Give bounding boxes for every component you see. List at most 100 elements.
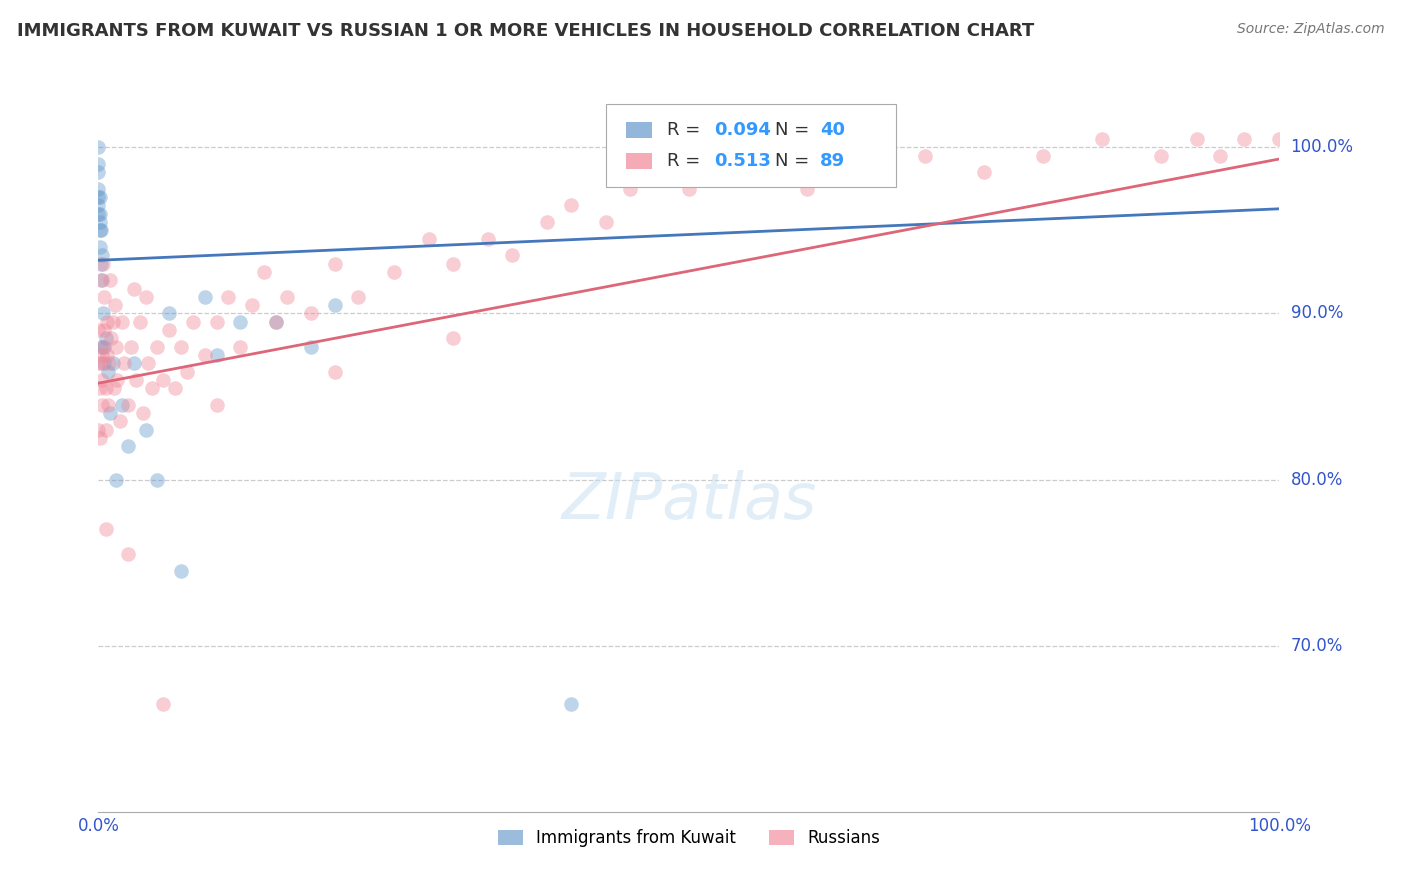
Point <box>276 290 298 304</box>
Point <box>87 198 110 212</box>
Point <box>117 439 139 453</box>
Point <box>146 473 169 487</box>
Point <box>217 290 239 304</box>
Point <box>105 373 128 387</box>
Text: 0.513: 0.513 <box>714 152 770 169</box>
Point <box>96 348 118 362</box>
Point <box>678 182 700 196</box>
Point <box>93 356 115 370</box>
Point <box>1209 148 1232 162</box>
Point <box>89 381 111 395</box>
Point <box>128 315 150 329</box>
Point <box>165 381 187 395</box>
Point <box>91 257 114 271</box>
Point <box>91 398 114 412</box>
Point <box>105 340 128 354</box>
Point <box>94 522 117 536</box>
Point <box>100 331 122 345</box>
Point <box>87 190 110 204</box>
Point <box>94 331 117 345</box>
Point <box>89 215 111 229</box>
Text: 89: 89 <box>820 152 845 169</box>
Point <box>205 348 228 362</box>
Text: 90.0%: 90.0% <box>1291 304 1343 322</box>
Point <box>111 398 134 412</box>
Text: N =: N = <box>775 121 815 139</box>
Point <box>229 315 252 329</box>
Text: N =: N = <box>775 152 815 169</box>
Point <box>87 165 110 179</box>
Text: 40: 40 <box>820 121 845 139</box>
Point <box>87 157 110 171</box>
FancyBboxPatch shape <box>626 122 652 138</box>
Point <box>91 348 114 362</box>
Point <box>619 182 641 196</box>
Point <box>112 356 135 370</box>
Point <box>347 290 370 304</box>
Point <box>121 340 143 354</box>
Point <box>96 315 118 329</box>
Point <box>1091 132 1114 146</box>
Point <box>152 697 174 711</box>
Point <box>141 381 163 395</box>
Text: 0.094: 0.094 <box>714 121 770 139</box>
Point <box>796 182 818 196</box>
Point <box>181 315 204 329</box>
Point <box>89 431 111 445</box>
Point <box>135 290 157 304</box>
Point <box>91 273 114 287</box>
Text: R =: R = <box>666 121 706 139</box>
Point <box>87 356 110 370</box>
Point <box>98 356 121 370</box>
Point <box>176 365 198 379</box>
Point <box>229 340 252 354</box>
Point <box>157 323 180 337</box>
Point <box>93 340 115 354</box>
Point <box>477 232 499 246</box>
Point <box>104 298 127 312</box>
Point <box>135 423 157 437</box>
Point <box>595 215 617 229</box>
Point <box>1185 132 1208 146</box>
Point <box>914 148 936 162</box>
Point <box>501 248 523 262</box>
Point <box>89 207 111 221</box>
Point <box>89 223 111 237</box>
Point <box>122 356 145 370</box>
Point <box>94 381 117 395</box>
Point <box>91 373 114 387</box>
Point <box>441 257 464 271</box>
Point <box>323 298 346 312</box>
Point <box>536 215 558 229</box>
Point <box>382 265 405 279</box>
Point <box>90 257 112 271</box>
Text: ZIPatlas: ZIPatlas <box>561 470 817 532</box>
Point <box>101 315 124 329</box>
Point <box>91 248 114 262</box>
Point <box>98 273 121 287</box>
Point <box>98 406 121 420</box>
Point <box>205 398 228 412</box>
Point <box>1233 132 1256 146</box>
Point <box>117 547 139 561</box>
Point <box>108 414 131 428</box>
Point <box>90 356 112 370</box>
Point <box>87 423 110 437</box>
Point <box>122 281 145 295</box>
Point <box>1268 132 1291 146</box>
Text: 100.0%: 100.0% <box>1291 138 1354 156</box>
Point <box>737 165 759 179</box>
Point <box>194 290 217 304</box>
Point <box>87 207 110 221</box>
Point <box>441 331 464 345</box>
Point <box>93 323 115 337</box>
Legend: Immigrants from Kuwait, Russians: Immigrants from Kuwait, Russians <box>491 822 887 854</box>
Text: 70.0%: 70.0% <box>1291 637 1343 655</box>
Point <box>299 340 322 354</box>
Point <box>170 340 193 354</box>
Point <box>91 306 114 320</box>
Text: 80.0%: 80.0% <box>1291 470 1343 489</box>
Text: R =: R = <box>666 152 706 169</box>
Point <box>97 398 120 412</box>
Point <box>194 348 217 362</box>
